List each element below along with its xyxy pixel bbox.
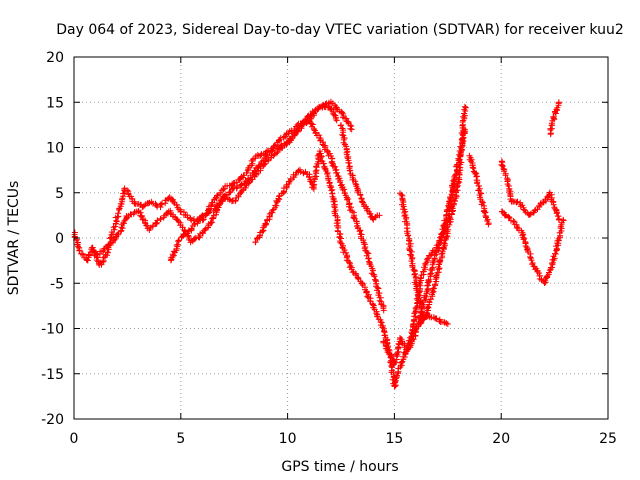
series-track-d — [252, 148, 451, 390]
series-track-f — [380, 126, 469, 368]
marker-trail — [71, 102, 340, 268]
x-tick-label: 10 — [279, 431, 297, 447]
y-axis-label: SDTVAR / TECUs — [6, 181, 22, 296]
x-axis-label: GPS time / hours — [281, 459, 398, 475]
y-tick-label: 10 — [46, 141, 64, 157]
series-track-l — [547, 99, 562, 138]
series-track-c — [167, 117, 387, 314]
x-tick-label: 0 — [70, 431, 79, 447]
marker-trail — [547, 99, 562, 138]
series-track-j — [498, 158, 563, 223]
x-tick-label: 25 — [599, 431, 617, 447]
data-points — [71, 98, 567, 390]
marker-trail — [408, 176, 458, 342]
y-tick-label: -10 — [41, 322, 64, 338]
x-tick-label: 20 — [492, 431, 510, 447]
x-tick-label: 5 — [176, 431, 185, 447]
series-track-k — [499, 208, 567, 286]
series-track-g — [397, 103, 469, 322]
series-track-a — [71, 102, 340, 268]
grid-lines — [74, 57, 608, 419]
y-tick-label: 5 — [55, 186, 64, 202]
y-tick-label: 20 — [46, 50, 64, 66]
marker-trail — [498, 158, 563, 223]
chart-title: Day 064 of 2023, Sidereal Day-to-day VTE… — [56, 22, 624, 38]
marker-trail — [466, 152, 492, 228]
y-tick-label: -15 — [41, 367, 64, 383]
y-tick-label: 15 — [46, 95, 64, 111]
x-tick-labels: 0 5 10 15 20 25 — [70, 431, 617, 447]
marker-trail — [252, 148, 451, 390]
marker-trail — [380, 126, 469, 368]
series-track-h — [408, 176, 458, 342]
marker-trail — [167, 117, 387, 314]
series-track-i — [466, 152, 492, 228]
y-tick-label: -5 — [50, 276, 64, 292]
x-tick-label: 15 — [385, 431, 403, 447]
y-tick-label: -20 — [41, 412, 64, 428]
marker-trail — [397, 103, 469, 322]
marker-trail — [337, 122, 383, 223]
y-tick-labels: -20 -15 -10 -5 0 5 10 15 20 — [41, 50, 64, 428]
series-track-e — [337, 122, 383, 223]
y-tick-label: 0 — [55, 231, 64, 247]
marker-trail — [499, 208, 567, 286]
axis-ticks — [73, 56, 609, 420]
